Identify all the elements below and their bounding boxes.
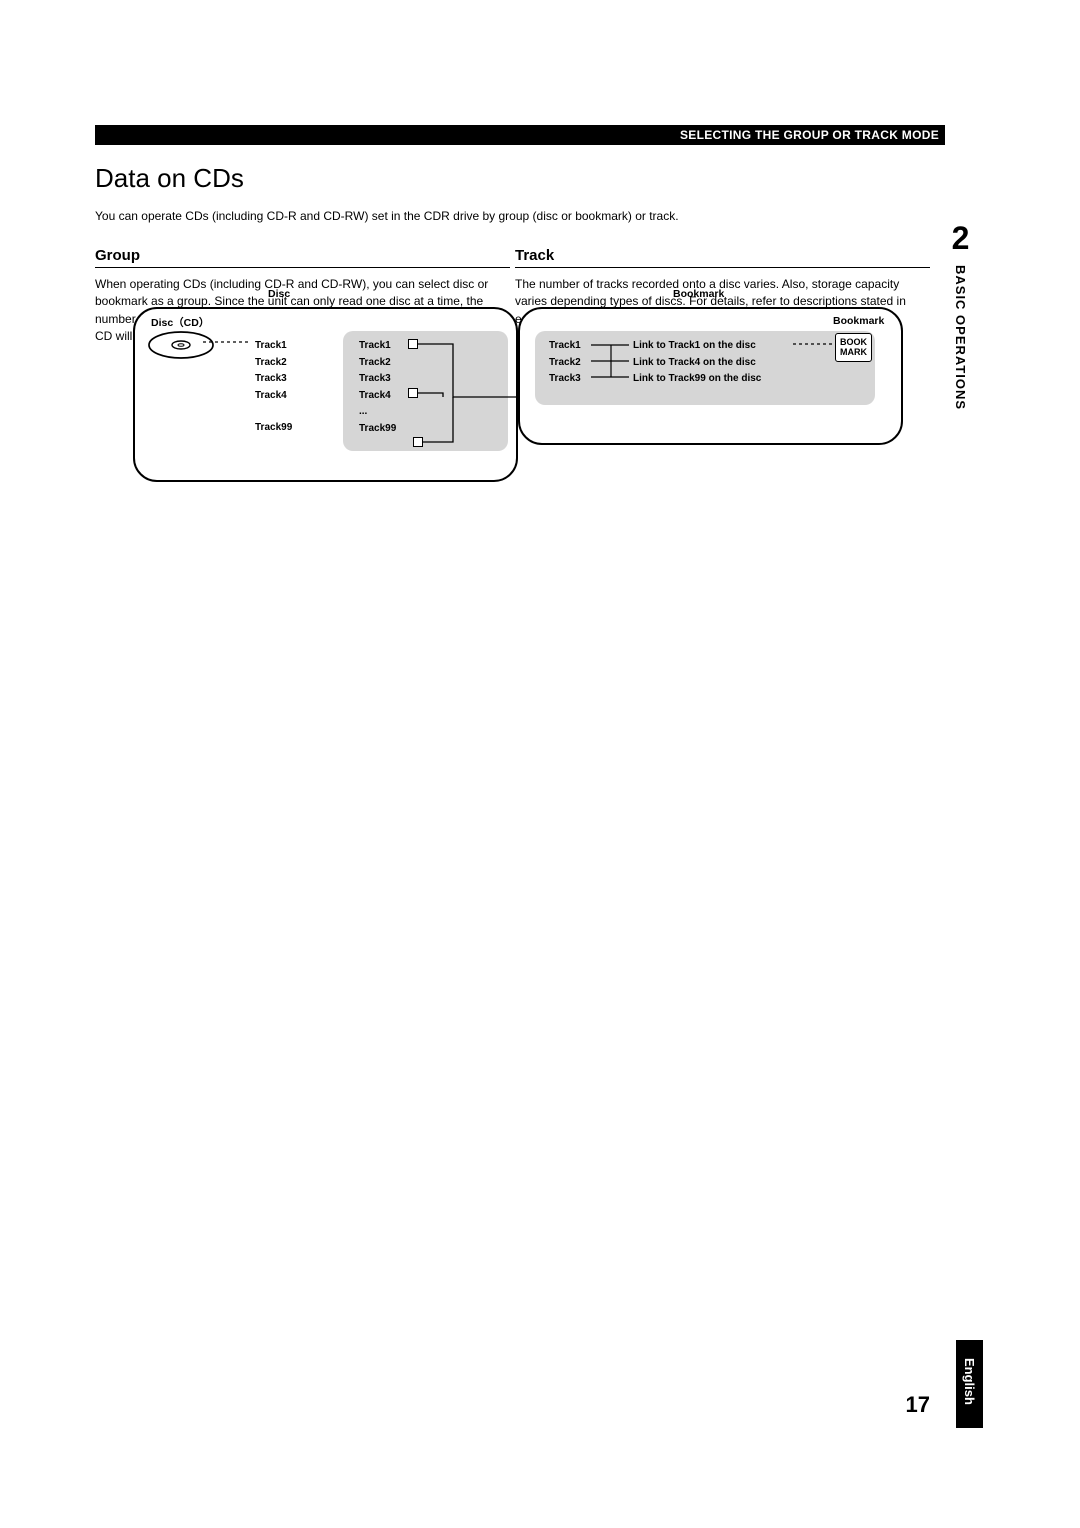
book-mark-l2: MARK bbox=[840, 347, 867, 357]
bookmark-right-label: Bookmark bbox=[833, 315, 884, 327]
cd-dash-line bbox=[203, 337, 263, 347]
chapter-title: BASIC OPERATIONS bbox=[953, 265, 968, 410]
language-label: English bbox=[962, 1358, 977, 1405]
list-item: Track1 bbox=[549, 338, 581, 355]
list-item bbox=[255, 404, 292, 420]
page-number: 17 bbox=[906, 1392, 930, 1418]
list-item: Track3 bbox=[359, 371, 396, 388]
checkbox-icon bbox=[408, 388, 418, 398]
diagram: Disc Bookmark Disc（CD） Track1 Track2 Tra… bbox=[133, 285, 903, 485]
disc-cd-label: Disc（CD） bbox=[151, 315, 209, 330]
chapter-tab: 2 BASIC OPERATIONS bbox=[938, 220, 983, 410]
list-item: Track1 bbox=[359, 338, 396, 355]
intro-text: You can operate CDs (including CD-R and … bbox=[95, 208, 945, 225]
group-heading: Group bbox=[95, 247, 510, 268]
track-heading: Track bbox=[515, 247, 930, 268]
list-item: Track3 bbox=[255, 371, 292, 388]
list-item: Track2 bbox=[549, 355, 581, 372]
list-item: Track99 bbox=[255, 420, 292, 437]
list-item: Link to Track1 on the disc bbox=[633, 338, 761, 355]
list-item: Link to Track99 on the disc bbox=[633, 371, 761, 388]
language-tab: English bbox=[956, 1340, 983, 1428]
list-item: Track4 bbox=[255, 388, 292, 405]
chapter-number: 2 bbox=[938, 220, 983, 257]
list-item: Track3 bbox=[549, 371, 581, 388]
list-item: Track4 bbox=[359, 388, 396, 405]
bookmark-top-label: Bookmark bbox=[673, 288, 724, 300]
list-item: Track99 bbox=[359, 421, 396, 438]
header-bar: SELECTING THE GROUP OR TRACK MODE bbox=[95, 125, 945, 145]
list-item: ... bbox=[359, 404, 396, 421]
book-mark-l1: BOOK bbox=[840, 337, 867, 347]
link-lines bbox=[591, 337, 637, 397]
list-item: Link to Track4 on the disc bbox=[633, 355, 761, 372]
page-title: Data on CDs bbox=[95, 163, 945, 194]
list-item: Track1 bbox=[255, 338, 292, 355]
disc-top-label: Disc bbox=[268, 288, 290, 300]
list-item: Track2 bbox=[255, 355, 292, 372]
list-item: Track2 bbox=[359, 355, 396, 372]
connector-lines-disc bbox=[418, 337, 528, 457]
checkbox-icon bbox=[408, 339, 418, 349]
book-mark-button: BOOK MARK bbox=[835, 333, 872, 362]
bookmark-dash-line bbox=[793, 339, 837, 349]
